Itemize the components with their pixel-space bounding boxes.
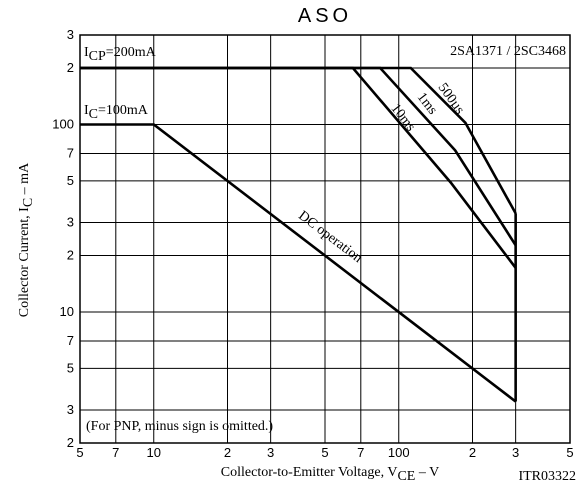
annotation: (For PNP, minus sign is omitted.) [86,419,273,434]
annotation-part: CP [89,49,106,64]
x-axis-label-part: Collector-to-Emitter Voltage, V [221,465,398,480]
curve [80,123,517,403]
chart-title: ASO [298,5,352,27]
y-tick-label: 2 [67,60,74,75]
x-axis-label: Collector-to-Emitter Voltage, VCE – V [221,465,439,484]
y-tick-label: 3 [67,27,74,42]
plot-frame [79,34,571,444]
annotation-part: I [84,45,89,60]
y-axis-label-part: C [21,198,36,207]
annotation: IC=100mA [84,103,149,122]
figure-code: ITR03322 [518,469,576,484]
curve [80,66,517,214]
annotation: 2SA1371 / 2SC3468 [450,44,566,59]
series-label: DC operation [295,208,365,266]
y-tick-label: 3 [67,214,74,229]
annotation-part: =200mA [106,45,157,60]
x-tick-label: 7 [357,445,364,460]
x-tick-label: 2 [469,445,476,460]
y-tick-label: 3 [67,402,74,417]
y-tick-label: 5 [67,360,74,375]
y-tick-label: 2 [67,435,74,450]
x-tick-label: 3 [267,445,274,460]
x-tick-label: 5 [321,445,328,460]
annotation-part: C [89,107,98,122]
series-label: 500µs [435,81,467,118]
x-tick-label: 5 [566,445,573,460]
y-tick-label: 2 [67,248,74,263]
y-tick-label: 5 [67,173,74,188]
y-axis-label-part: – mA [17,162,32,198]
x-tick-label: 5 [76,445,83,460]
x-axis-label-part: CE [397,469,415,484]
x-axis-label-part: – V [415,465,439,480]
x-tick-label: 7 [112,445,119,460]
annotation-part: I [84,103,89,118]
x-tick-label: 100 [388,445,410,460]
y-tick-label: 100 [52,116,74,131]
y-axis-label-part: Collector Current, I [17,207,32,317]
y-tick-label: 10 [60,304,74,319]
x-tick-label: 2 [224,445,231,460]
y-axis-label: Collector Current, IC – mA [17,162,36,317]
x-tick-label: 10 [147,445,161,460]
y-tick-label: 7 [67,333,74,348]
x-tick-label: 3 [512,445,519,460]
annotation: ICP=200mA [84,45,157,64]
y-tick-label: 7 [67,145,74,160]
annotation-part: =100mA [98,103,149,118]
